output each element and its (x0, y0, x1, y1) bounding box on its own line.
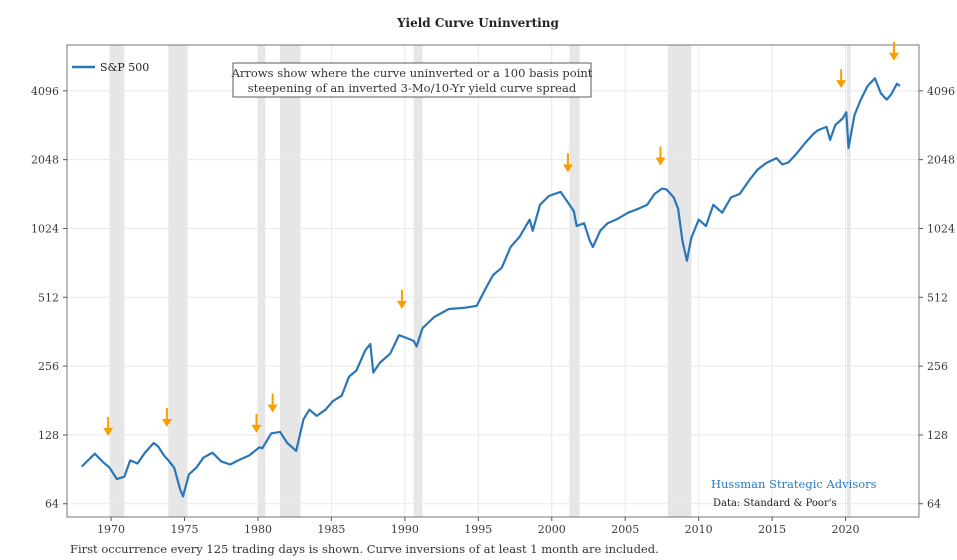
recession-band-2 (257, 45, 266, 517)
plot-frame (66, 44, 920, 518)
x-tick-label: 1980 (244, 523, 272, 536)
recession-band-4 (413, 45, 423, 517)
y-tick-right-label: 2048 (927, 154, 955, 167)
recession-band-0 (109, 45, 125, 517)
x-tick-label: 2000 (538, 523, 566, 536)
y-tick-right-label: 128 (927, 429, 948, 442)
x-tick-label: 1975 (171, 523, 199, 536)
y-tick-right-label: 256 (927, 360, 948, 373)
y-tick-right-label: 4096 (927, 85, 955, 98)
x-tick-label: 1985 (317, 523, 345, 536)
x-tick-label: 2005 (611, 523, 639, 536)
y-tick-right-label: 1024 (927, 222, 955, 235)
x-tick-label: 1970 (97, 523, 125, 536)
y-tick-right-label: 64 (927, 498, 941, 511)
legend: S&P 500 (72, 61, 149, 74)
y-axis-left: 64 128 256 512 1024 2048 4096 (31, 85, 67, 511)
uninversion-arrow-1 (161, 408, 172, 428)
y-tick-left-label: 512 (38, 291, 59, 304)
y-tick-right-label: 512 (927, 291, 948, 304)
x-tick-label: 1990 (391, 523, 419, 536)
uninversion-arrow-5 (562, 153, 573, 173)
x-axis: 1970 1975 1980 1985 1990 1995 2000 2005 2010 2015… (97, 517, 860, 536)
annotation-box: Arrows show where the curve uninverted o… (231, 62, 593, 98)
data-source: Data: Standard & Poor's (713, 498, 837, 509)
x-tick-label: 1995 (464, 523, 492, 536)
uninversion-arrow-4 (396, 289, 407, 309)
uninversion-arrow-0 (103, 416, 114, 436)
uninversion-arrow-7 (836, 69, 847, 89)
recession-band-1 (168, 45, 188, 517)
y-tick-left-label: 2048 (31, 154, 59, 167)
uninversion-arrow-2 (251, 413, 262, 433)
recession-band-7 (847, 45, 851, 517)
footnote: First occurrence every 125 trading days … (70, 542, 659, 556)
brand-name: Hussman Strategic Advisors (711, 477, 877, 491)
uninversion-arrow-3 (267, 393, 278, 413)
recession-band-5 (569, 45, 580, 517)
y-tick-left-label: 4096 (31, 85, 59, 98)
recession-band-3 (280, 45, 301, 517)
x-tick-label: 2010 (685, 523, 713, 536)
uninversion-arrow-6 (655, 146, 666, 166)
annotation-line-2: steepening of an inverted 3-Mo/10-Yr yie… (248, 81, 577, 95)
legend-label: S&P 500 (100, 61, 149, 74)
recession-band-6 (667, 45, 692, 517)
series-line-sp500 (80, 77, 901, 498)
uninversion-arrow-8 (889, 41, 900, 61)
y-tick-left-label: 64 (45, 498, 59, 511)
x-tick-label: 2015 (758, 523, 786, 536)
grid-layer (67, 45, 919, 517)
annotation-line-1: Arrows show where the curve uninverted o… (231, 66, 593, 80)
y-tick-left-label: 1024 (31, 222, 59, 235)
annotation-frame (232, 62, 592, 98)
y-axis-right: 64 128 256 512 1024 2048 4096 (919, 85, 955, 511)
x-tick-label: 2020 (832, 523, 860, 536)
y-tick-left-label: 256 (38, 360, 59, 373)
chart-title: Yield Curve Uninverting (396, 16, 559, 30)
y-tick-left-label: 128 (38, 429, 59, 442)
recession-shading-layer (109, 45, 851, 517)
uninversion-arrows-layer (103, 41, 900, 436)
